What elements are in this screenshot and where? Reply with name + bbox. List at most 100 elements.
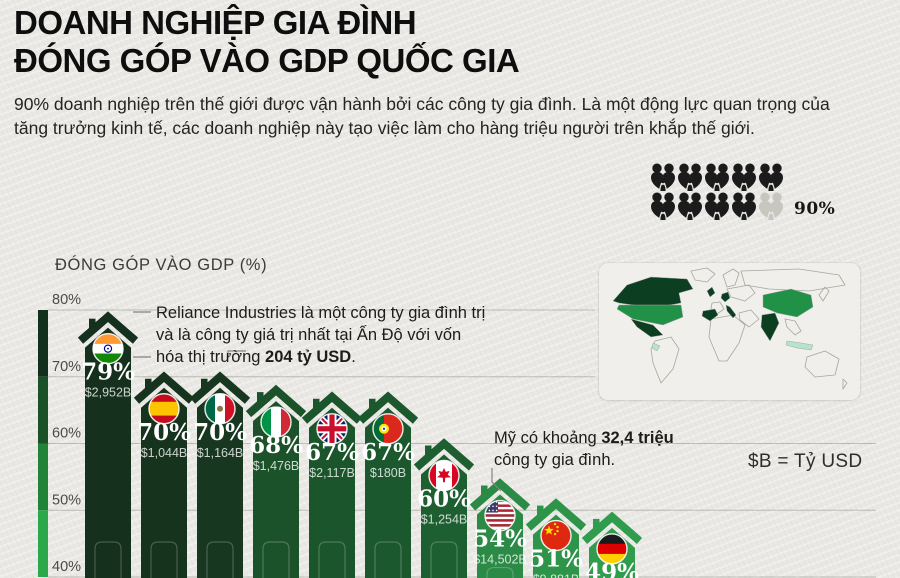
bar-house-cn: 51%$9,881B	[525, 498, 587, 578]
flag-ring	[148, 393, 180, 425]
y-axis-segment	[38, 443, 48, 511]
map-africa	[708, 314, 746, 362]
annotation-connector	[227, 350, 246, 358]
map-south-america	[650, 336, 680, 384]
map-greenland	[690, 267, 716, 283]
bar-value-label-cn: $9,881B	[533, 573, 580, 578]
house-roof	[133, 371, 195, 404]
annotation-connector	[491, 468, 502, 492]
house-roof	[525, 498, 587, 531]
bar-house-de: 49%	[581, 511, 643, 578]
map-russia	[740, 268, 846, 292]
family-icon	[759, 192, 783, 220]
flag-ring	[484, 499, 516, 532]
annotation-reliance-text: Reliance Industries là một công ty gia đ…	[156, 304, 486, 366]
bar-pct-label-mx: 70%	[193, 419, 247, 446]
flag-icon-pt	[373, 413, 403, 444]
y-axis-segment	[38, 376, 48, 444]
family-icon-slot	[677, 192, 703, 225]
family-icon	[705, 192, 729, 220]
family-icon	[732, 163, 756, 191]
flag-ring	[540, 519, 572, 552]
intro-paragraph: 90% doanh nghiệp trên thế giới được vận …	[14, 94, 830, 138]
bar-house-pt: 67%$180B	[357, 391, 419, 578]
family-icon	[651, 163, 675, 191]
house-body	[197, 387, 243, 578]
page-title-line2: ĐÓNG GÓP VÀO GDP QUỐC GIA	[14, 42, 520, 79]
map-se-asia	[784, 318, 802, 336]
map-japan	[818, 286, 830, 302]
bar-value-label-in: $2,952B	[85, 386, 132, 400]
house-body	[365, 407, 411, 578]
y-tick-label-80: 80%	[52, 292, 81, 308]
flag-icon-us	[485, 500, 515, 531]
family-icon-slot	[677, 163, 703, 196]
house-roof	[469, 478, 531, 511]
family-icon	[732, 192, 756, 220]
house-door	[486, 566, 514, 578]
annotation-usa-bold: 32,4 triệu	[601, 429, 674, 447]
page-title: DOANH NGHIỆP GIA ĐÌNH ĐÓNG GÓP VÀO GDP Q…	[14, 4, 714, 80]
map-ecuador	[651, 342, 661, 352]
flag-ring	[372, 413, 404, 445]
map-iberia	[701, 308, 719, 322]
map-canada	[612, 276, 694, 308]
bar-house-gb: 67%$2,117B	[301, 391, 363, 578]
annotation-usa-tail: công ty gia đình.	[494, 451, 616, 469]
bar-value-label-it: $1,476B	[253, 459, 300, 473]
map-italy	[725, 304, 737, 319]
map-india	[760, 312, 780, 342]
house-body	[309, 407, 355, 578]
family-icon-slot	[650, 163, 676, 196]
house-door	[150, 541, 178, 578]
house-door	[94, 541, 122, 578]
annotation-reliance: Reliance Industries là một công ty gia đ…	[156, 302, 486, 368]
map-mexico	[630, 318, 664, 338]
family-pictogram-row-1	[650, 163, 835, 196]
annotation-reliance-bold: 204 tỷ USD	[265, 348, 352, 366]
bar-value-label-mx: $1,164B	[197, 446, 244, 460]
family-icon	[678, 192, 702, 220]
flag-icon-cn	[541, 520, 571, 551]
house-roof	[245, 384, 307, 418]
flag-icon-it	[261, 407, 291, 438]
bar-value-label-pt: $180B	[370, 466, 406, 480]
map-east-europe	[726, 284, 756, 302]
annotation-usa: Mỹ có khoảng 32,4 triệu công ty gia đình…	[494, 427, 684, 471]
bar-pct-label-in: 79%	[81, 359, 135, 386]
family-icon-slot	[704, 163, 730, 196]
world-map	[612, 267, 848, 390]
bar-house-it: 68%$1,476B	[245, 384, 307, 578]
flag-icon-ca	[429, 460, 459, 491]
map-australia	[804, 350, 840, 378]
bar-value-label-us: $14,502B	[473, 553, 527, 567]
map-uk	[706, 286, 716, 298]
y-axis-segment	[38, 510, 48, 577]
bar-house-ca: 60%$1,254B	[413, 438, 475, 578]
house-body	[85, 327, 131, 578]
bar-value-label-es: $1,044B	[141, 446, 188, 460]
bar-pct-label-pt: 67%	[361, 439, 415, 466]
house-door	[262, 541, 290, 578]
family-icon-slot	[650, 192, 676, 225]
flag-ring	[92, 332, 124, 365]
bar-value-label-ca: $1,254B	[421, 513, 468, 527]
bar-house-in: 79%$2,952B	[77, 311, 139, 578]
house-roof	[357, 391, 419, 424]
flag-ring	[260, 406, 292, 438]
map-germany	[720, 291, 731, 303]
bar-pct-label-it: 68%	[249, 432, 303, 459]
family-pictogram-row-2: 90%	[650, 192, 836, 225]
bar-pct-label-de: 49%	[585, 559, 639, 578]
bar-value-label-gb: $2,117B	[309, 466, 355, 480]
family-icon-slot	[731, 192, 757, 225]
family-icon-slot	[704, 192, 730, 225]
flag-ring	[316, 413, 348, 445]
family-icon-slot	[731, 163, 757, 196]
pictogram-percent-label: 90%	[794, 198, 836, 219]
annotation-usa-text: Mỹ có khoảng	[494, 429, 602, 447]
bar-house-mx: 70%$1,164B	[189, 371, 251, 578]
chart-title: ĐÓNG GÓP VÀO GDP (%)	[55, 256, 268, 274]
flag-icon-mx	[205, 393, 235, 424]
